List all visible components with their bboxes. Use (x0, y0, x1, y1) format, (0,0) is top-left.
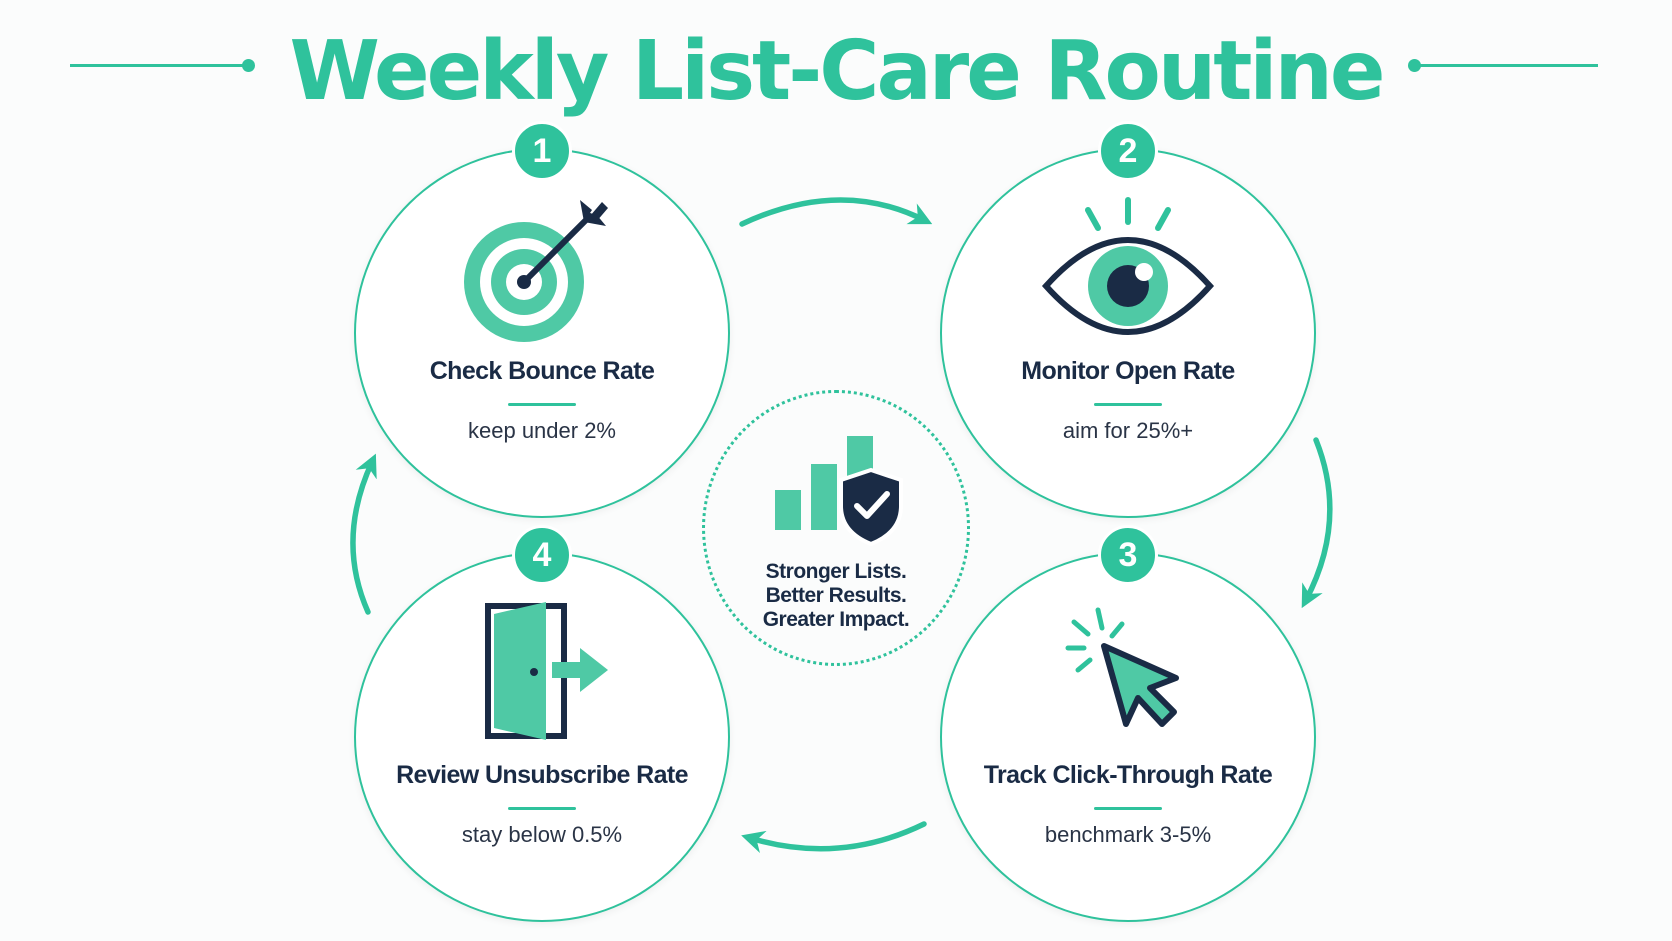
step-number-badge: 1 (512, 121, 572, 181)
step-number-badge: 2 (1098, 121, 1158, 181)
center-tagline-line-3: Greater Impact. (762, 608, 910, 631)
center-tagline-line-1: Stronger Lists. (765, 560, 907, 583)
step-check-bounce-rate: 1 Check Bounce Rate keep under 2% (354, 121, 730, 518)
step-divider (1094, 807, 1162, 810)
step-label: Check Bounce Rate (429, 357, 655, 385)
step-divider (508, 807, 576, 810)
title-left-dot (242, 59, 255, 72)
center-tagline-line-2: Better Results. (765, 584, 907, 607)
cursor-click-icon (1065, 607, 1179, 727)
step-description: aim for 25%+ (1062, 418, 1194, 443)
step-label: Review Unsubscribe Rate (396, 761, 688, 789)
door-exit-icon (485, 602, 608, 740)
eye-icon (1041, 197, 1215, 335)
step-description: keep under 2% (468, 418, 616, 443)
step-divider (1094, 403, 1162, 406)
title-right-line (1420, 64, 1598, 67)
step-number-badge: 4 (512, 525, 572, 585)
step-review-unsubscribe-rate: 4 Review Unsubscribe Rate stay below 0.5… (354, 525, 730, 922)
bar-chart-shield-check-icon (775, 436, 903, 546)
page-title: Weekly List-Care Routine (289, 24, 1385, 119)
step-description: stay below 0.5% (461, 822, 623, 847)
step-divider (508, 403, 576, 406)
step-number-badge: 3 (1098, 525, 1158, 585)
step-description: benchmark 3-5% (1044, 822, 1212, 847)
arrow-1-to-2 (739, 197, 933, 227)
arrow-3-to-4 (741, 821, 927, 854)
title-right-dot (1408, 59, 1421, 72)
step-monitor-open-rate: 2 Monitor Open Rate aim for 25%+ (940, 121, 1316, 518)
step-label: Track Click-Through Rate (983, 761, 1273, 789)
step-label: Monitor Open Rate (1021, 357, 1235, 385)
arrow-2-to-3 (1301, 437, 1333, 609)
arrow-4-to-1 (350, 453, 377, 615)
step-track-click-through-rate: 3 Track Click-Through Rate benchmark 3-5… (940, 525, 1316, 922)
center-hub-ring (702, 390, 970, 666)
target-arrow-icon (464, 200, 608, 342)
title-left-line (70, 64, 248, 67)
